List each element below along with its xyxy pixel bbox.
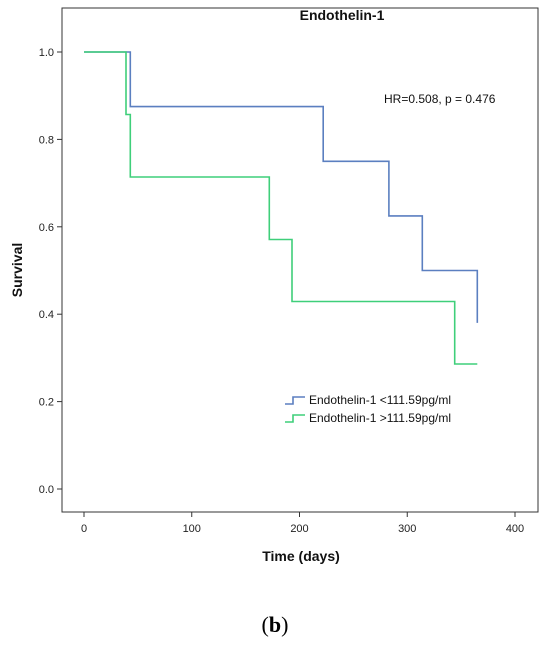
x-axis-label: Time (days) (262, 548, 340, 564)
x-tick-label: 100 (183, 523, 201, 535)
legend-swatch-1 (285, 396, 305, 405)
x-tick-label: 0 (81, 523, 87, 535)
legend-label-2: Endothelin-1 >111.59pg/ml (309, 411, 451, 425)
x-tick-label: 300 (398, 523, 416, 535)
chart-title: Endothelin-1 (300, 7, 385, 23)
survival-curve-series-2 (84, 51, 478, 365)
x-tick-label: 400 (506, 523, 524, 535)
x-tick-label: 200 (290, 523, 308, 535)
y-tick-label: 0.6 (39, 222, 54, 234)
legend: Endothelin-1 <111.59pg/ml Endothelin-1 >1… (285, 393, 451, 425)
plot-frame (61, 7, 539, 513)
figure-caption: (b) (0, 612, 550, 638)
legend-label-1: Endothelin-1 <111.59pg/ml (309, 393, 451, 407)
series-layer (84, 51, 479, 365)
y-axis-label: Survival (9, 243, 25, 297)
y-tick-label: 0.2 (39, 397, 54, 409)
hr-annotation: HR=0.508, p = 0.476 (384, 92, 496, 106)
y-tick-label: 0.4 (39, 309, 54, 321)
legend-swatch-2 (285, 414, 305, 423)
axes: 0.0 0.2 0.4 0.6 0.8 1.0 0 100 200 300 400 (39, 7, 539, 535)
y-tick-label: 0.8 (39, 134, 54, 146)
caption-open: ( (261, 612, 269, 637)
survival-curve-series-1 (84, 51, 479, 323)
survival-chart: Endothelin-1 0.0 0.2 0.4 0.6 0.8 1.0 0 100 200 30… (9, 7, 539, 564)
caption-letter: b (268, 612, 282, 637)
y-tick-label: 1.0 (39, 47, 54, 59)
caption-close: ) (281, 612, 289, 637)
y-tick-label: 0.0 (39, 484, 54, 496)
